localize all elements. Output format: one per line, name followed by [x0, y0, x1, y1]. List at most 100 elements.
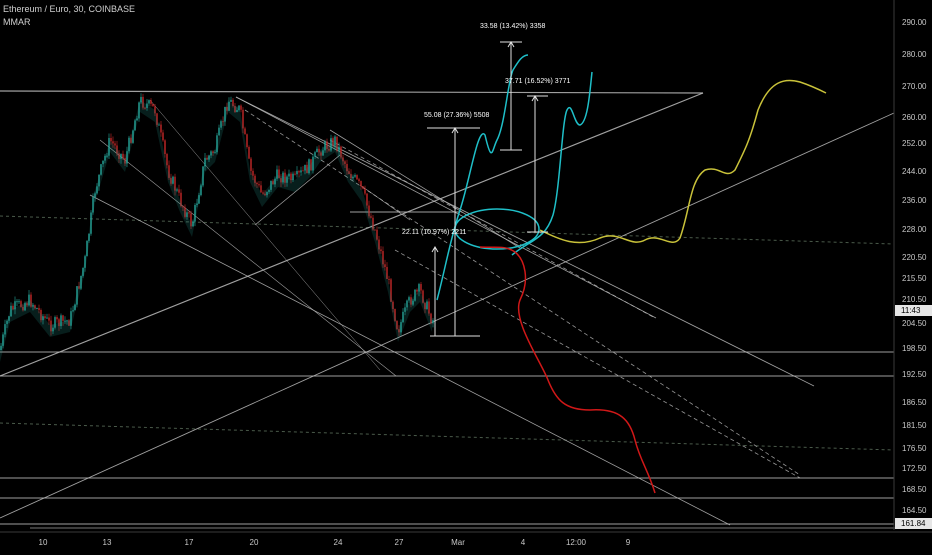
candle-body — [20, 301, 22, 307]
candle-body — [306, 164, 308, 174]
time-axis[interactable]: 10 13 17 20 24 27 Mar 4 12:00 9 — [0, 531, 932, 547]
symbol-title[interactable]: Ethereum / Euro, 30, COINBASE — [3, 4, 136, 14]
candle-body — [34, 305, 36, 309]
candle-body — [72, 310, 74, 312]
time-tick-label: 9 — [626, 538, 631, 547]
candle-body — [130, 137, 132, 143]
price-tick-label: 210.50 — [902, 295, 927, 304]
candles — [0, 93, 434, 362]
candle-body — [376, 229, 378, 240]
candle-body — [386, 267, 388, 280]
candle-body — [366, 193, 368, 206]
candle-body — [6, 320, 8, 325]
time-tick-label: 27 — [395, 538, 404, 547]
candle-body — [200, 185, 202, 196]
candle-body — [324, 141, 326, 151]
trendline — [0, 90, 704, 94]
price-tick-label: 172.50 — [902, 464, 927, 473]
candle-body — [378, 239, 380, 250]
price-tick-label: 290.00 — [902, 18, 927, 27]
candle-body — [272, 180, 274, 185]
trendline — [89, 194, 731, 526]
candle-body — [246, 134, 248, 148]
candle-body — [430, 313, 432, 324]
candle-body — [260, 185, 262, 193]
measure-2-label: 55.08 (27.36%) 5508 — [424, 112, 489, 119]
candle-body — [128, 137, 130, 152]
candle-body — [140, 96, 142, 103]
price-tick-label: 176.50 — [902, 444, 927, 453]
candle-body — [238, 105, 240, 111]
candle-body — [338, 146, 340, 151]
candle-body — [420, 284, 422, 291]
candle-body — [74, 304, 76, 311]
time-tick-label: 12:00 — [566, 538, 587, 547]
candle-body — [408, 297, 410, 301]
candle-body — [410, 297, 412, 305]
candle-body — [332, 138, 334, 146]
candle-body — [288, 173, 290, 177]
candle-body — [280, 178, 282, 183]
candle-body — [240, 105, 242, 110]
indicator-label[interactable]: MMAR — [3, 17, 31, 27]
candle-body — [40, 310, 42, 321]
candle-body — [336, 136, 338, 151]
candle-body — [406, 300, 408, 308]
candle-body — [322, 150, 324, 156]
candle-body — [62, 315, 64, 321]
price-tick-label: 252.00 — [902, 139, 927, 148]
candle-body — [90, 212, 92, 234]
dotted-level-line — [0, 215, 895, 245]
measure-2-arrowhead — [451, 127, 459, 134]
candle-body — [28, 294, 30, 306]
trendline-drawings[interactable] — [0, 90, 900, 529]
price-axis[interactable]: 290.00 280.00 270.00 260.00 252.00 244.00 236.… — [893, 0, 932, 530]
candle-body — [102, 160, 104, 165]
candle-body — [178, 189, 180, 193]
price-tick-label: 215.50 — [902, 274, 927, 283]
trendline — [0, 112, 895, 519]
time-tick-label: 10 — [39, 538, 48, 547]
candle-body — [276, 169, 278, 179]
candle-body — [302, 170, 304, 172]
price-tick-label: 244.00 — [902, 167, 927, 176]
price-tick-label: 198.50 — [902, 344, 927, 353]
candle-body — [330, 138, 332, 151]
measure-1-arrowhead — [431, 246, 439, 253]
candle-body — [292, 173, 294, 181]
projection-yellow — [539, 79, 827, 244]
candle-body — [250, 158, 252, 171]
candle-body — [76, 286, 78, 305]
candle-body — [64, 320, 66, 322]
measure-tools[interactable]: 22.11 (10.97%) 2211 55.08 (27.36%) 5508 33… — [402, 23, 570, 337]
candle-body — [248, 147, 250, 159]
candle-body — [158, 124, 160, 126]
price-tick-label: 204.50 — [902, 319, 927, 328]
candle-body — [232, 99, 234, 106]
candle-body — [428, 301, 430, 314]
candle-body — [326, 141, 328, 149]
candle-body — [188, 212, 190, 214]
candle-body — [236, 110, 238, 113]
candle-body — [312, 156, 314, 171]
candle-body — [48, 317, 50, 321]
candle-body — [98, 174, 100, 187]
candle-body — [252, 170, 254, 176]
candle-body — [202, 166, 204, 186]
projection-paths[interactable] — [436, 54, 827, 494]
candle-body — [114, 143, 116, 146]
candle-body — [106, 155, 108, 157]
candle-body — [212, 151, 214, 153]
candle-body — [270, 180, 272, 190]
candle-body — [120, 153, 122, 159]
projection-cyan-b — [511, 71, 593, 256]
candle-body — [360, 181, 362, 187]
candle-body — [398, 329, 400, 333]
candle-body — [14, 301, 16, 310]
candle-body — [220, 121, 222, 128]
candle-body — [304, 164, 306, 171]
candle-body — [218, 127, 220, 136]
candle-body — [394, 309, 396, 321]
